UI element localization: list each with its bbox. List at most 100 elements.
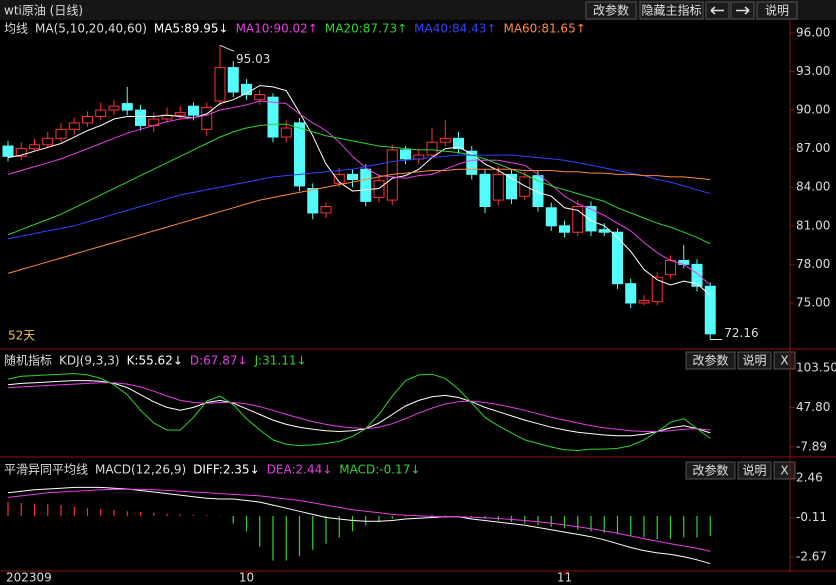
line-series (7, 488, 711, 552)
button[interactable]: 说明 (756, 1, 798, 20)
candle-body (347, 173, 358, 180)
button-label: 说明 (742, 353, 766, 368)
candle-body (506, 173, 517, 200)
candle-body (479, 173, 491, 208)
candle-body (174, 112, 186, 116)
y-tick-label: 81.00 (796, 218, 830, 232)
button-label: 改参数 (692, 353, 728, 368)
candle-body (426, 141, 438, 156)
y-tick-label: 96.00 (796, 25, 830, 39)
button-label: X (780, 464, 788, 478)
candle-body (704, 285, 716, 335)
candle-body (42, 137, 54, 146)
candle-body (95, 109, 107, 117)
y-tick-label: 90.00 (796, 103, 830, 117)
y-tick-label: 93.00 (796, 64, 830, 78)
legend-entry: MA40:84.43↑ (414, 22, 496, 36)
y-tick-label: 47.80 (796, 400, 830, 414)
candle-body (466, 150, 478, 175)
y-tick-label: 84.00 (796, 180, 830, 194)
button[interactable]: 改参数 (685, 461, 736, 480)
candle-body (201, 106, 213, 130)
candle-body (55, 128, 67, 139)
line-series (7, 154, 711, 240)
min-annotation: 72.16 (724, 326, 758, 340)
button-label: 改参数 (593, 3, 629, 18)
x-tick-label: 11 (557, 571, 572, 585)
legend-entry: MA20:87.73↑ (325, 22, 407, 36)
button-box (585, 1, 637, 20)
candle-body (294, 122, 305, 187)
y-tick-label: 87.00 (796, 141, 830, 155)
days-label: 52天 (8, 329, 35, 343)
x-tick-label: 10 (239, 571, 254, 585)
legend-entry: MA(5,10,20,40,60) (35, 22, 147, 36)
arrow-left-icon (710, 6, 724, 15)
button[interactable]: X (773, 351, 796, 370)
max-annotation: 95.03 (236, 52, 270, 66)
candle-body (532, 175, 544, 208)
candle-body (545, 207, 557, 227)
button-box (756, 1, 798, 20)
line-series (7, 123, 711, 245)
line-series (7, 372, 711, 452)
candle-body (651, 276, 663, 303)
candle-body (241, 83, 252, 96)
candle-body (439, 137, 451, 143)
button[interactable]: X (773, 461, 796, 480)
candle-body (665, 260, 676, 276)
y-tick-label: -2.67 (796, 550, 827, 564)
button[interactable]: 说明 (737, 351, 772, 370)
button-label: 改参数 (692, 463, 728, 478)
legend-entry: KDJ(9,3,3) (59, 354, 120, 368)
legend-entry: MA60:81.65↑ (503, 22, 585, 36)
candle-body (82, 115, 93, 124)
button-box (737, 351, 772, 370)
y-tick-label: 103.50 (796, 361, 836, 375)
legend-entry: MACD(12,26,9) (95, 463, 186, 477)
candle-body (519, 176, 531, 197)
candle-body (214, 67, 226, 102)
y-tick-label: 2.46 (796, 471, 823, 485)
candle-body (108, 105, 120, 111)
candle-body (572, 206, 584, 233)
button-label: 隐藏主指标 (641, 3, 701, 18)
legend-entry: MACD:-0.17↓ (339, 463, 420, 477)
button[interactable]: 改参数 (585, 1, 637, 20)
legend-entry: K:55.62↓ (127, 354, 183, 368)
y-tick-label: -7.89 (796, 439, 827, 453)
y-tick-label: 75.00 (796, 295, 830, 309)
candle-body (492, 173, 504, 201)
button-label: X (780, 354, 788, 368)
y-tick-label: 78.00 (796, 257, 830, 271)
prev-button[interactable] (705, 1, 730, 20)
legend-entry: MA5:89.95↓ (154, 22, 229, 36)
line-series (7, 85, 711, 296)
candle-body (598, 229, 610, 233)
candle-body (267, 96, 279, 138)
button-label: 说明 (742, 463, 766, 478)
button[interactable]: 改参数 (685, 351, 736, 370)
legend-entry: MA10:90.02↑ (236, 22, 318, 36)
arrow-right-icon (736, 6, 750, 15)
candle-body (691, 263, 703, 287)
legend-entry: 随机指标 (4, 353, 52, 368)
button-box (639, 1, 704, 20)
candle-body (625, 283, 637, 304)
button[interactable]: 隐藏主指标 (639, 1, 704, 20)
next-button[interactable] (730, 1, 755, 20)
line-series (7, 486, 711, 565)
button-box (737, 461, 772, 480)
button[interactable]: 说明 (737, 461, 772, 480)
line-series (7, 380, 711, 437)
candle-body (612, 231, 623, 285)
legend-entry: DEA:2.44↓ (267, 463, 333, 477)
line-series (7, 100, 711, 286)
candle-body (320, 206, 332, 214)
line-series (7, 382, 711, 432)
candle-body (360, 168, 372, 202)
legend-entry: D:67.87↓ (190, 354, 248, 368)
candle-body (307, 188, 319, 214)
legend-entry: 平滑异同平均线 (4, 463, 88, 477)
